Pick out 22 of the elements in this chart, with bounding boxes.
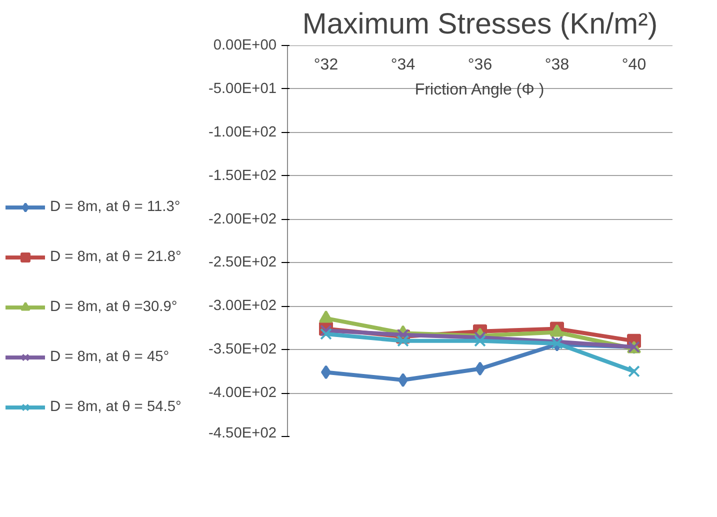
x-axis-title: Friction Angle (Φ ) <box>414 82 544 98</box>
x-tick-label: °38 <box>544 56 570 74</box>
x-tick-label: °32 <box>314 56 338 74</box>
legend-label: D = 8m, at θ = 11.3° <box>50 199 180 215</box>
y-tick-label: -1.50E+02 <box>208 168 277 184</box>
y-tick-label: -3.50E+02 <box>208 342 277 358</box>
y-tick-label: -4.50E+02 <box>208 426 277 442</box>
y-tick-label: -3.00E+02 <box>208 298 277 314</box>
legend-label: D = 8m, at θ = 45° <box>50 349 170 365</box>
y-tick-label: -2.50E+02 <box>208 254 277 271</box>
y-tick-label: -1.00E+02 <box>208 124 277 140</box>
y-tick-label: -5.00E+01 <box>208 80 277 97</box>
chart-title: Maximum Stresses (Kn/m²) <box>302 8 658 40</box>
legend-label: D = 8m, at θ = 54.5° <box>50 399 182 415</box>
y-tick-label: -4.00E+02 <box>208 385 277 402</box>
x-tick-label: °40 <box>622 56 646 74</box>
y-tick-label: 0.00E+00 <box>213 38 277 54</box>
y-tick-label: -2.00E+02 <box>208 211 277 228</box>
x-tick-label: °36 <box>468 56 492 74</box>
x-tick-label: °34 <box>390 56 416 74</box>
legend-label: D = 8m, at θ =30.9° <box>50 299 178 315</box>
legend-label: D = 8m, at θ = 21.8° <box>50 249 182 265</box>
